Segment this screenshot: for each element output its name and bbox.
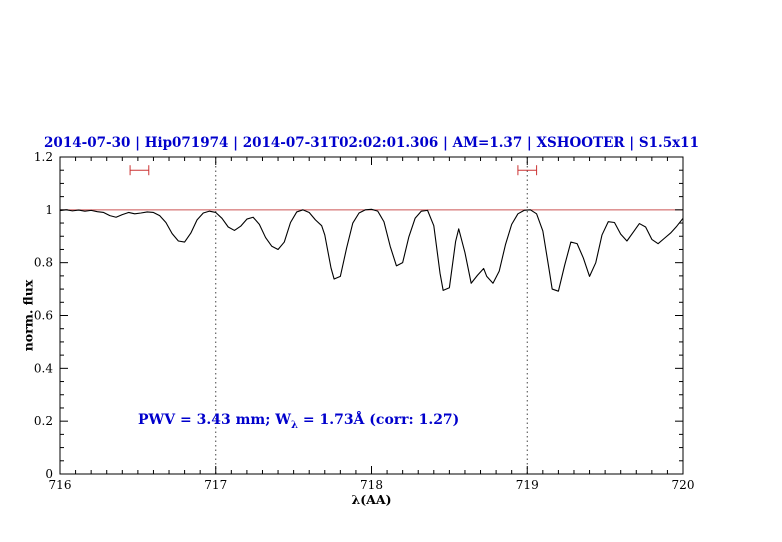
pwv-annotation-pre: PWV = 3.43 mm; W xyxy=(138,412,291,428)
y-tick-label: 0.4 xyxy=(34,361,53,375)
y-tick-label: 1.2 xyxy=(34,150,53,164)
y-tick-label: 0.2 xyxy=(34,414,53,428)
x-tick-label: 719 xyxy=(516,478,539,492)
x-tick-label: 720 xyxy=(672,478,695,492)
pwv-annotation: PWV = 3.43 mm; Wλ = 1.73Å (corr: 1.27) xyxy=(138,412,459,431)
x-tick-label: 717 xyxy=(204,478,227,492)
y-tick-label: 1 xyxy=(45,203,53,217)
pwv-annotation-lambda-subscript: λ xyxy=(290,419,298,431)
spectrum-line xyxy=(59,208,684,292)
plot-title: 2014-07-30 | Hip071974 | 2014-07-31T02:0… xyxy=(44,135,699,151)
y-axis-title: norm. flux xyxy=(20,279,36,352)
x-axis-title: λ(AA) xyxy=(351,492,392,507)
y-tick-label: 0.6 xyxy=(34,309,53,323)
y-tick-label: 0.8 xyxy=(34,256,53,270)
x-tick-label: 716 xyxy=(49,478,72,492)
x-tick-label: 718 xyxy=(360,478,383,492)
pwv-annotation-post: = 1.73Å (corr: 1.27) xyxy=(297,412,460,428)
y-tick-label: 0 xyxy=(45,467,53,481)
